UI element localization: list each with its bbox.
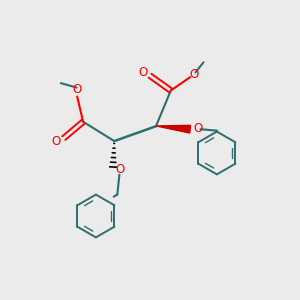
Text: O: O xyxy=(139,66,148,79)
Text: O: O xyxy=(73,83,82,97)
Polygon shape xyxy=(156,125,190,133)
Text: O: O xyxy=(52,135,61,148)
Text: O: O xyxy=(189,68,198,81)
Text: O: O xyxy=(193,122,202,135)
Text: O: O xyxy=(116,163,125,176)
